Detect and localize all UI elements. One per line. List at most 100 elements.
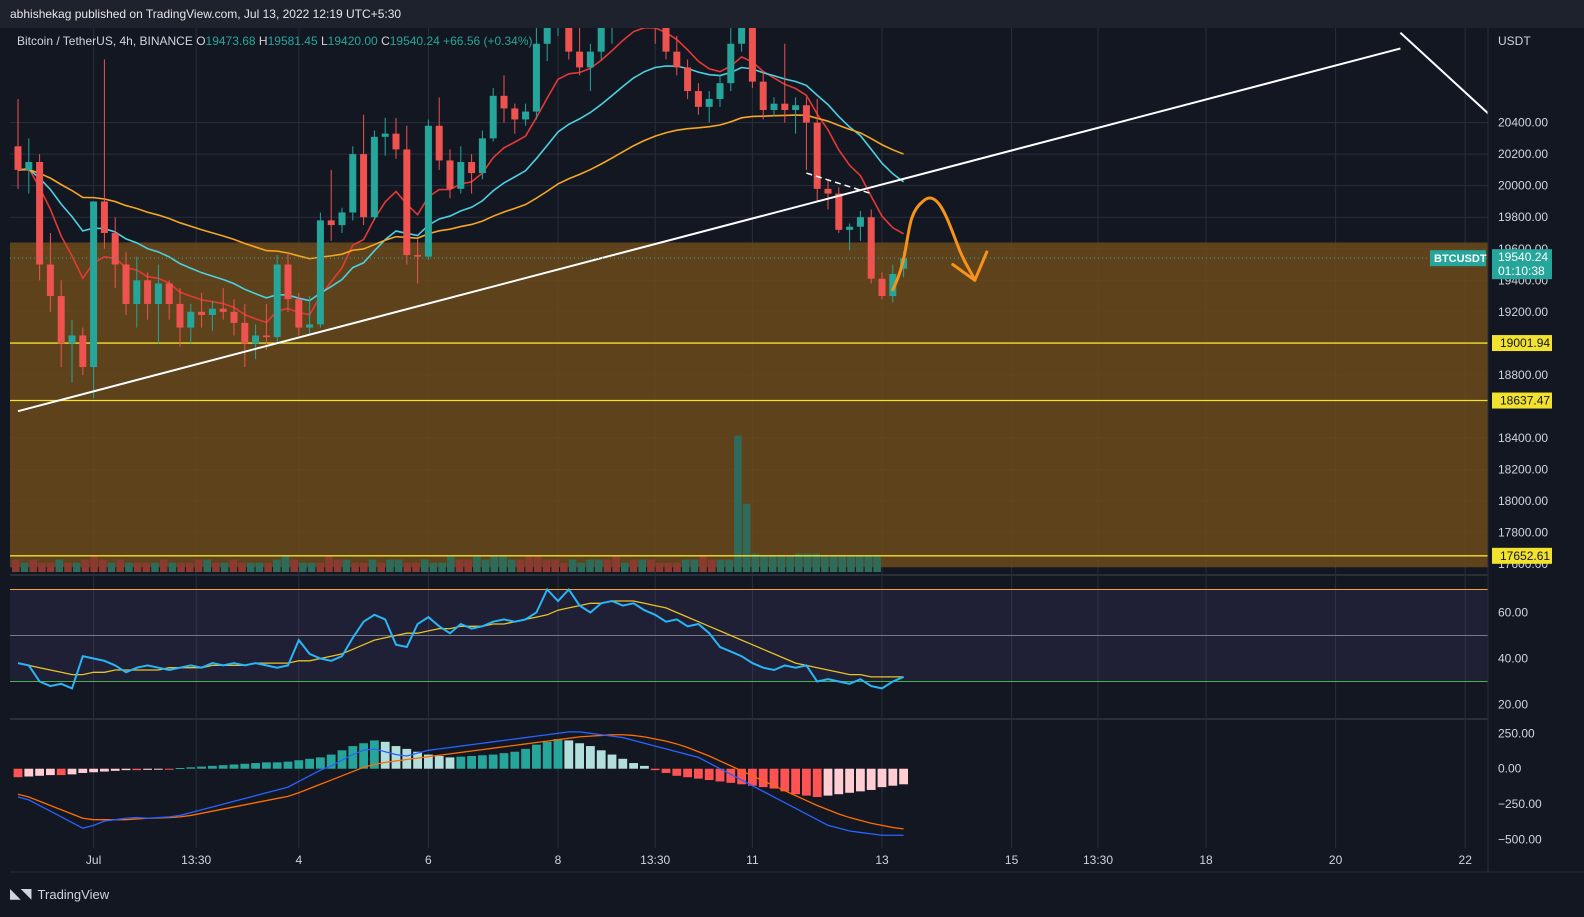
volume-bar bbox=[734, 435, 742, 572]
candle-body bbox=[176, 303, 184, 328]
legend-high: 19581.45 bbox=[268, 34, 321, 48]
macd-histogram-bar bbox=[478, 755, 487, 769]
candle-body bbox=[144, 280, 152, 304]
candle-body bbox=[835, 193, 843, 230]
candle-body bbox=[46, 264, 54, 297]
last-price-tag: 19540.24 bbox=[1498, 250, 1548, 264]
volume-bar bbox=[516, 559, 525, 572]
candle-body bbox=[478, 138, 486, 174]
candle-body bbox=[284, 264, 292, 300]
volume-bar bbox=[647, 559, 655, 572]
volume-bar bbox=[29, 559, 37, 572]
volume-bar bbox=[699, 556, 707, 572]
macd-histogram-bar bbox=[348, 746, 358, 769]
time-axis bbox=[0, 848, 1584, 876]
x-tick-label: 13:30 bbox=[1083, 853, 1113, 867]
macd-histogram-bar bbox=[726, 768, 736, 783]
macd-histogram-bar bbox=[877, 768, 887, 788]
macd-histogram-bar bbox=[834, 768, 844, 795]
candle-body bbox=[381, 133, 389, 137]
candle-body bbox=[414, 255, 422, 257]
publisher-text: abhishekag published on TradingView.com,… bbox=[10, 7, 402, 21]
volume-bar bbox=[768, 556, 777, 572]
macd-histogram-bar bbox=[499, 753, 509, 769]
volume-bar bbox=[38, 562, 46, 572]
legend-l-label: L bbox=[321, 34, 328, 48]
volume-bar bbox=[168, 562, 177, 572]
volume-bar bbox=[838, 556, 847, 572]
macd-histogram-bar bbox=[424, 754, 433, 769]
volume-bar bbox=[203, 559, 211, 572]
volume-bar bbox=[264, 562, 272, 572]
price-tick-label: 18800.00 bbox=[1498, 368, 1548, 382]
macd-histogram-bar bbox=[542, 741, 552, 769]
level-label-bg bbox=[1492, 392, 1552, 409]
volume-bar bbox=[586, 559, 594, 572]
candle-body bbox=[446, 160, 454, 189]
candle-body bbox=[716, 83, 724, 99]
brand[interactable]: ◣◥ TradingView bbox=[10, 886, 109, 902]
x-tick-label: 6 bbox=[425, 853, 432, 867]
volume-bar bbox=[525, 556, 533, 572]
macd-histogram-bar bbox=[186, 767, 196, 769]
candle-body bbox=[79, 335, 87, 368]
candle-body bbox=[759, 81, 767, 110]
candle-body bbox=[500, 95, 508, 109]
volume-bar bbox=[90, 556, 98, 572]
macd-histogram-bar bbox=[78, 768, 88, 773]
macd-histogram-bar bbox=[359, 743, 368, 769]
macd-histogram-bar bbox=[640, 765, 649, 769]
candle-body bbox=[338, 212, 346, 226]
candle-body bbox=[770, 103, 778, 110]
volume-bar bbox=[420, 559, 429, 572]
volume-bar bbox=[455, 559, 464, 572]
volume-bar bbox=[55, 559, 64, 572]
rsi-tick-label: 40.00 bbox=[1498, 652, 1528, 666]
volume-bar bbox=[325, 556, 333, 572]
candle-body bbox=[511, 108, 519, 120]
macd-histogram-bar bbox=[704, 768, 714, 781]
volume-bar bbox=[864, 556, 873, 572]
x-tick-label: 22 bbox=[1459, 853, 1473, 867]
volume-bar bbox=[708, 559, 716, 572]
macd-histogram-bar bbox=[272, 762, 282, 769]
last-price-tag-bg bbox=[1492, 249, 1552, 280]
macd-histogram-bar bbox=[13, 768, 23, 778]
candle-body bbox=[522, 111, 530, 120]
volume-bar bbox=[429, 562, 438, 572]
volume-bar bbox=[386, 559, 394, 572]
volume-bar bbox=[447, 556, 455, 572]
volume-bar bbox=[142, 562, 151, 572]
trendline bbox=[17, 47, 1401, 413]
macd-histogram-bar bbox=[370, 740, 379, 769]
macd-histogram-bar bbox=[553, 738, 563, 769]
price-tick-label: 17800.00 bbox=[1498, 526, 1548, 540]
macd-histogram-bar bbox=[510, 751, 520, 769]
volume-bar bbox=[72, 562, 81, 572]
volume-bar bbox=[281, 556, 290, 572]
countdown-label: 01:10:38 bbox=[1498, 264, 1545, 278]
price-tick-label: 20200.00 bbox=[1498, 147, 1548, 161]
candle-body bbox=[532, 43, 540, 112]
macd-histogram-bar bbox=[56, 768, 66, 776]
macd-histogram-bar bbox=[283, 761, 293, 769]
x-tick-label: 4 bbox=[295, 853, 302, 867]
symbol-tag-bg bbox=[1430, 250, 1486, 267]
ohlc-legend: Bitcoin / TetherUS, 4h, BINANCE O19473.6… bbox=[17, 34, 533, 48]
candle-body bbox=[198, 311, 206, 315]
rsi-line bbox=[17, 587, 904, 690]
volume-bar bbox=[464, 559, 472, 572]
candle-body bbox=[57, 296, 65, 344]
volume-bar bbox=[186, 562, 194, 572]
macd-histogram-bar bbox=[780, 768, 790, 792]
volume-bar bbox=[116, 559, 124, 572]
macd-histogram-bar bbox=[845, 768, 854, 793]
candle-body bbox=[586, 51, 594, 68]
candle-body bbox=[241, 322, 249, 344]
legend-change: +66.56 (+0.34%) bbox=[443, 34, 532, 48]
candle-body bbox=[295, 299, 303, 328]
candle-body bbox=[273, 264, 281, 338]
macd-histogram-bar bbox=[618, 758, 628, 769]
candle-body bbox=[90, 201, 98, 368]
